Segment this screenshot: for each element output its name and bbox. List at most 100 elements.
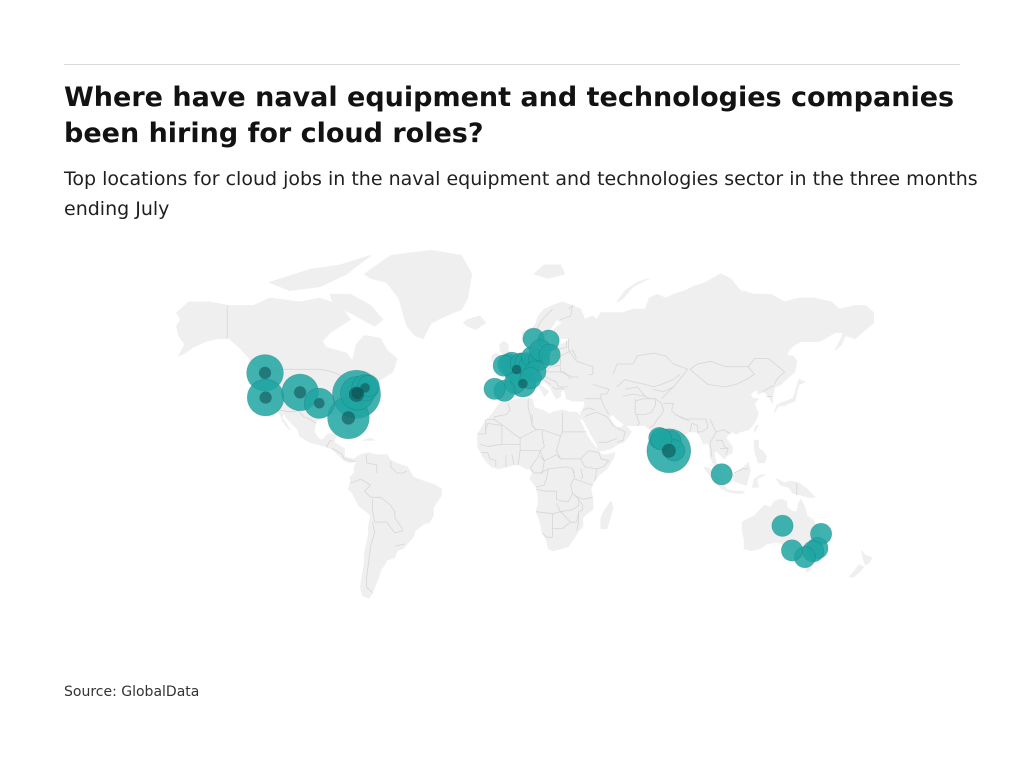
location-bubble-core [294, 386, 307, 399]
border-india-china [663, 402, 709, 433]
border-kazakhstan-south [616, 374, 680, 388]
source-note: Source: GlobalData [64, 684, 200, 700]
border-ukraine [560, 366, 579, 378]
border-uganda-kenya [580, 468, 584, 480]
landmass-greenland [364, 250, 473, 339]
landmass-new-zealand-north [861, 550, 873, 566]
chart-subtitle: Top locations for cloud jobs in the nava… [64, 168, 978, 220]
location-bubble-core [518, 378, 528, 389]
border-nigeria-cameroon [529, 450, 541, 469]
border-europe-9 [552, 386, 565, 390]
border-colombia-venezuela [366, 454, 378, 473]
land-layer [176, 250, 875, 599]
border-guianas [390, 460, 408, 474]
border-namibia-sa [542, 528, 553, 538]
border-west-africa [481, 452, 497, 467]
border-mexico-south [325, 439, 333, 448]
border-cameroon [529, 456, 545, 474]
landmass-taiwan [753, 425, 759, 433]
landmass-iceland [463, 315, 487, 330]
location-bubble [483, 377, 506, 400]
border-iran-east [634, 398, 640, 426]
landmass-new-guinea [776, 478, 816, 498]
border-borneo-border [734, 468, 749, 474]
border-somalia [594, 468, 598, 482]
border-china-west [661, 369, 689, 399]
location-bubble-core [258, 366, 272, 379]
border-drc-east [536, 468, 575, 502]
border-uzbek [625, 386, 646, 397]
border-morocco [485, 403, 511, 421]
landmass-arctic-islands [269, 255, 372, 291]
location-bubble [771, 514, 794, 537]
location-bubble-core [661, 443, 676, 458]
border-angola-namibia [536, 511, 563, 515]
border-korea [762, 385, 775, 393]
border-china-russia-east [747, 358, 786, 385]
border-argentina-chile [366, 522, 376, 593]
location-bubble-core [314, 398, 325, 409]
location-bubble-core [511, 364, 522, 375]
landmass-new-zealand-south [848, 564, 864, 578]
border-mozambique [576, 499, 584, 531]
border-zambia [556, 492, 580, 513]
border-myanmar-thai [709, 418, 717, 457]
border-jordan [582, 407, 595, 411]
border-tanzania-moz [574, 494, 593, 500]
top-divider [64, 64, 960, 65]
border-europe-7 [546, 371, 571, 380]
location-bubble-core [341, 411, 356, 425]
border-russia-west [568, 338, 594, 375]
border-pakistan-india [649, 398, 664, 428]
border-laos-vietnam [715, 429, 731, 435]
border-congo-drc [536, 468, 549, 488]
location-bubble [710, 463, 733, 486]
landmass-south-america [347, 452, 442, 599]
border-argentina-north [374, 521, 404, 534]
landmass-borneo [731, 462, 751, 486]
location-bubble [780, 539, 803, 562]
bubble-layer [246, 327, 833, 569]
border-peru-ecuador [350, 478, 371, 486]
border-yemen-saudi [598, 437, 618, 443]
border-brazil-west [364, 484, 404, 531]
border-mongolia-russia [689, 360, 749, 370]
border-belarus [560, 349, 577, 359]
border-caucasus [592, 384, 610, 399]
border-nepal [675, 414, 690, 422]
border-arabia [584, 411, 626, 443]
landmass-java [723, 488, 745, 494]
border-chad [540, 429, 545, 451]
landmass-eurasia [477, 273, 875, 552]
landmass-hispaniola [362, 437, 376, 441]
border-cambodia [720, 448, 729, 455]
location-bubble-core [259, 391, 272, 404]
landmass-philippines [753, 439, 767, 464]
border-sahel [487, 443, 599, 462]
border-uruguay [394, 543, 405, 547]
landmass-baffin [329, 293, 384, 327]
landmass-sulawesi [751, 474, 765, 488]
border-sudan-chad [556, 435, 561, 459]
landmass-madagascar [600, 500, 614, 529]
border-laos-thai [716, 439, 729, 449]
border-kyrgyz [653, 386, 674, 393]
border-finland [560, 305, 573, 320]
border-zimbabwe [562, 511, 580, 523]
border-iran-iraq [600, 398, 610, 415]
world-map [0, 240, 1024, 660]
border-bangladesh [689, 422, 699, 434]
border-ghana-togo [511, 454, 515, 465]
border-china-mongolia [689, 366, 755, 388]
border-ethiopia [580, 452, 610, 470]
location-bubble-core [351, 387, 363, 399]
landmass-svalbard [533, 264, 565, 279]
location-bubble [538, 343, 561, 366]
location-bubble-core [360, 383, 370, 393]
landmass-novaya-zemlya [616, 277, 650, 303]
border-central-america [332, 448, 356, 463]
landmass-japan [774, 379, 806, 413]
border-kazakhstan [612, 352, 688, 375]
world-map-svg [176, 250, 875, 599]
border-kenya-tanzania [574, 478, 593, 486]
